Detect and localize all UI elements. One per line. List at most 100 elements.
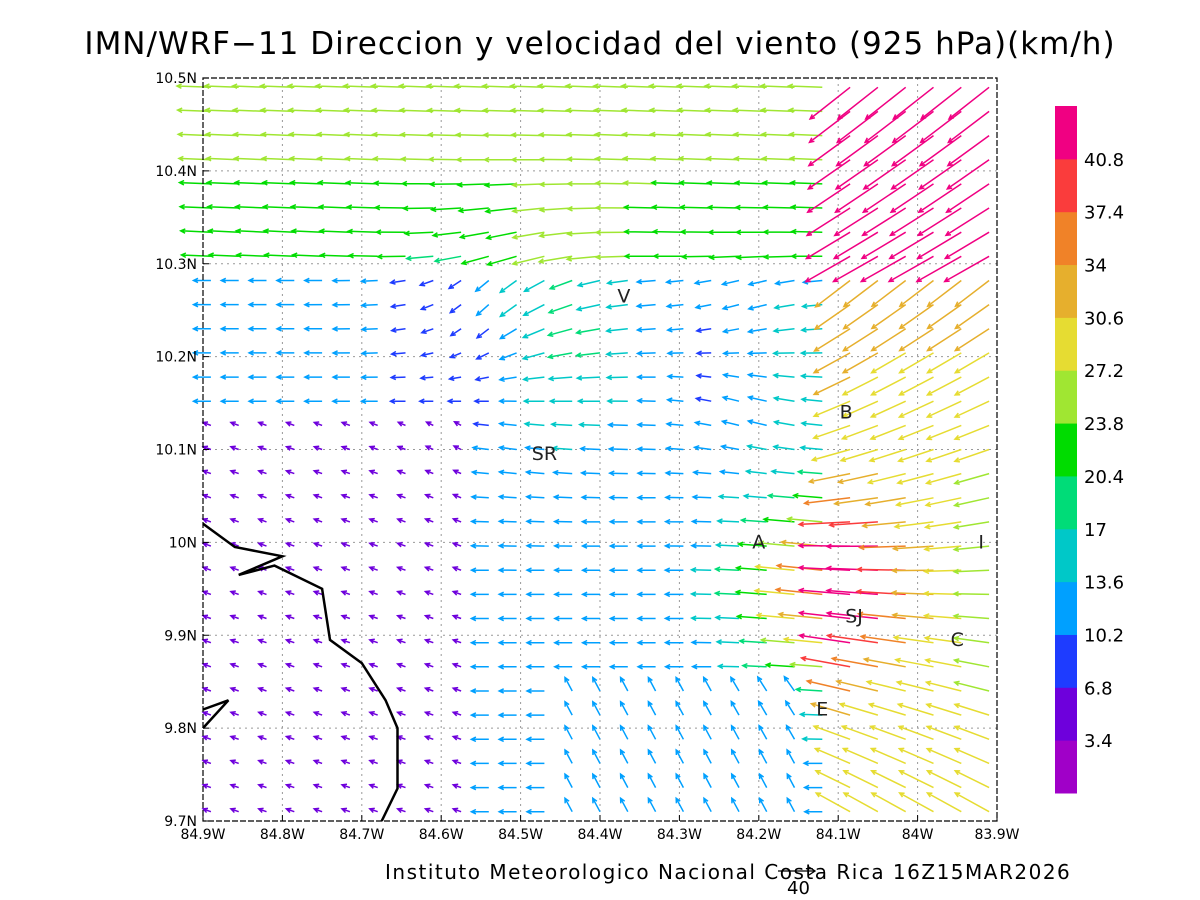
wind-arrow (953, 376, 990, 396)
wind-arrow (762, 229, 795, 235)
wind-arrow (702, 675, 712, 692)
wind-arrow (889, 183, 934, 214)
wind-arrow (552, 518, 573, 525)
wind-arrow (423, 590, 434, 596)
wind-arrow (785, 724, 796, 740)
wind-arrow (262, 252, 295, 259)
wind-arrow (229, 590, 239, 596)
wind-arrow (842, 770, 879, 789)
wind-arrow (715, 639, 740, 645)
wind-arrow (691, 469, 712, 476)
wind-arrow (916, 231, 962, 260)
wind-arrow (690, 663, 712, 670)
wind-arrow (794, 686, 823, 693)
wind-arrow (648, 107, 684, 114)
wind-arrow (566, 180, 601, 187)
wind-arrow (497, 398, 517, 404)
wind-arrow (219, 277, 239, 284)
wind-arrow (284, 662, 295, 669)
wind-arrow (257, 686, 267, 693)
wind-arrow (521, 376, 545, 382)
wind-arrow (690, 518, 712, 525)
wind-arrow (797, 565, 851, 571)
wind-arrow (389, 374, 406, 381)
wind-arrow (802, 760, 823, 767)
wind-arrow (758, 772, 768, 788)
wind-arrow (735, 613, 767, 620)
wind-arrow (419, 374, 434, 381)
y-tick-label: 10.5N (155, 71, 197, 87)
wind-arrow (524, 445, 545, 451)
wind-arrow (345, 204, 378, 210)
wind-arrow (734, 589, 767, 596)
wind-arrow (892, 634, 934, 644)
wind-arrow (832, 497, 879, 507)
wind-arrow (546, 328, 573, 337)
wind-arrow (423, 566, 434, 572)
wind-arrow (689, 567, 712, 573)
wind-arrow (608, 518, 628, 525)
wind-arrow (312, 566, 323, 572)
wind-arrow (343, 155, 378, 162)
wind-arrow (552, 494, 573, 501)
y-tick-label: 9.9N (164, 628, 197, 644)
wind-arrow (204, 131, 239, 138)
wind-arrow (594, 254, 628, 260)
wind-arrow (497, 808, 517, 815)
wind-arrow (289, 204, 323, 210)
wind-arrow (747, 303, 767, 311)
wind-arrow (594, 229, 628, 236)
wind-arrow (760, 155, 795, 162)
wind-arrow (373, 204, 406, 211)
wind-arrow (360, 350, 378, 357)
wind-arrow (498, 352, 517, 361)
y-tick-label: 10.1N (155, 443, 197, 459)
wind-arrow (452, 445, 462, 451)
wind-arrow (284, 759, 295, 765)
wind-arrow (257, 421, 267, 427)
wind-arrow (485, 255, 517, 267)
wind-arrow (347, 252, 378, 259)
wind-arrow (498, 328, 517, 340)
wind-arrow (458, 231, 489, 240)
wind-arrow (721, 350, 740, 357)
wind-arrow (360, 326, 378, 333)
wind-arrow (944, 207, 990, 237)
y-tick-label: 9.8N (164, 721, 197, 737)
wind-arrow (807, 134, 851, 167)
wind-arrow (257, 517, 267, 524)
wind-arrow (275, 398, 295, 405)
wind-arrow (331, 326, 350, 332)
wind-arrow (636, 639, 656, 646)
wind-arrow (772, 372, 795, 379)
wind-arrow (841, 376, 879, 396)
wind-arrow (401, 205, 434, 212)
wind-arrow (605, 327, 628, 334)
wind-arrow (303, 301, 323, 308)
wind-arrow (201, 421, 212, 427)
wind-arrow (451, 783, 462, 789)
wind-arrow (774, 587, 823, 596)
wind-arrow (736, 541, 767, 548)
wind-arrow (566, 205, 601, 212)
wind-arrow (703, 772, 712, 788)
wind-arrow (762, 254, 795, 260)
y-tick-label: 10.2N (155, 350, 197, 366)
wind-arrow (553, 591, 573, 598)
wind-arrow (923, 545, 962, 552)
wind-arrow (784, 699, 796, 716)
wind-arrow (730, 675, 740, 692)
wind-arrow (898, 328, 934, 352)
wind-arrow (451, 590, 462, 596)
wind-arrow (525, 494, 545, 500)
wind-arrow (705, 180, 740, 186)
wind-arrow (703, 724, 712, 740)
wind-arrow (579, 445, 601, 452)
wind-arrow (368, 566, 378, 572)
wind-arrow (896, 472, 934, 485)
colorbar-label: 17 (1084, 520, 1107, 541)
wind-arrow (647, 748, 657, 764)
wind-arrow (426, 131, 462, 138)
wind-arrow (705, 155, 740, 162)
wind-arrow (207, 252, 239, 259)
